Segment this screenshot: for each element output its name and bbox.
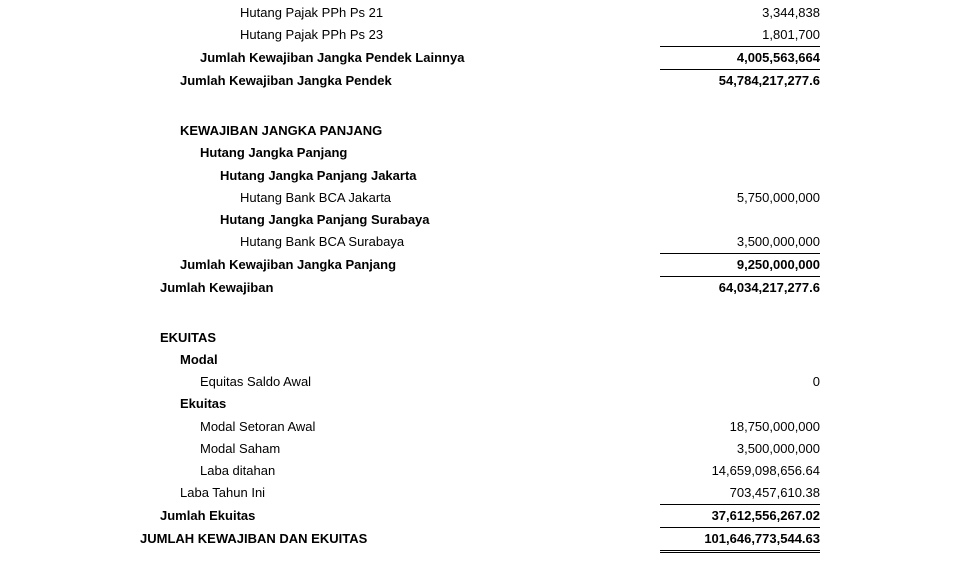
line-item: Ekuitas bbox=[140, 393, 820, 415]
line-item: Hutang Jangka Panjang Surabaya bbox=[140, 209, 820, 231]
line-item-label: EKUITAS bbox=[140, 327, 216, 349]
line-item: EKUITAS bbox=[140, 327, 820, 349]
line-item: JUMLAH KEWAJIBAN DAN EKUITAS 101,646,773,… bbox=[140, 528, 820, 553]
line-item: Modal Saham 3,500,000,000 bbox=[140, 438, 820, 460]
line-item-label: Hutang Jangka Panjang Jakarta bbox=[140, 165, 417, 187]
line-item-value: 703,457,610.38 bbox=[660, 482, 820, 505]
line-item-value: 18,750,000,000 bbox=[660, 416, 820, 438]
line-item-value: 64,034,217,277.6 bbox=[660, 277, 820, 299]
line-item-value: 9,250,000,000 bbox=[660, 254, 820, 277]
line-item-label: Hutang Bank BCA Jakarta bbox=[140, 187, 391, 209]
line-item-label: Hutang Jangka Panjang bbox=[140, 142, 347, 164]
line-item-label: Jumlah Kewajiban Jangka Panjang bbox=[140, 254, 396, 276]
line-item: Jumlah Kewajiban Jangka Pendek 54,784,217… bbox=[140, 70, 820, 92]
line-item-label: Jumlah Kewajiban Jangka Pendek bbox=[140, 70, 392, 92]
line-item-value: 3,500,000,000 bbox=[660, 231, 820, 254]
line-item: Equitas Saldo Awal 0 bbox=[140, 371, 820, 393]
line-item: Jumlah Kewajiban 64,034,217,277.6 bbox=[140, 277, 820, 299]
line-item-label: KEWAJIBAN JANGKA PANJANG bbox=[140, 120, 382, 142]
line-item: Jumlah Kewajiban Jangka Panjang 9,250,000… bbox=[140, 254, 820, 277]
line-item-value: 4,005,563,664 bbox=[660, 47, 820, 70]
line-item: KEWAJIBAN JANGKA PANJANG bbox=[140, 120, 820, 142]
line-item-label: Hutang Bank BCA Surabaya bbox=[140, 231, 404, 253]
line-item-label: Jumlah Ekuitas bbox=[140, 505, 255, 527]
line-item: Hutang Jangka Panjang Jakarta bbox=[140, 165, 820, 187]
line-item-value: 101,646,773,544.63 bbox=[660, 528, 820, 553]
line-item-label: Modal Setoran Awal bbox=[140, 416, 315, 438]
spacer bbox=[140, 299, 820, 313]
line-item: Hutang Bank BCA Jakarta 5,750,000,000 bbox=[140, 187, 820, 209]
spacer bbox=[140, 92, 820, 106]
line-item: Hutang Pajak PPh Ps 21 3,344,838 bbox=[140, 2, 820, 24]
line-item-label: Modal bbox=[140, 349, 218, 371]
line-item: Jumlah Kewajiban Jangka Pendek Lainnya 4,… bbox=[140, 47, 820, 70]
line-item: Laba ditahan 14,659,098,656.64 bbox=[140, 460, 820, 482]
line-item-label: Hutang Jangka Panjang Surabaya bbox=[140, 209, 430, 231]
line-item-value: 14,659,098,656.64 bbox=[660, 460, 820, 482]
line-item: Modal Setoran Awal 18,750,000,000 bbox=[140, 416, 820, 438]
line-item-label: Equitas Saldo Awal bbox=[140, 371, 311, 393]
line-item-value: 54,784,217,277.6 bbox=[660, 70, 820, 92]
spacer bbox=[140, 106, 820, 120]
line-item: Laba Tahun Ini 703,457,610.38 bbox=[140, 482, 820, 505]
line-item-label: Hutang Pajak PPh Ps 23 bbox=[140, 24, 383, 46]
line-item: Hutang Jangka Panjang bbox=[140, 142, 820, 164]
line-item-label: JUMLAH KEWAJIBAN DAN EKUITAS bbox=[140, 528, 367, 550]
line-item-label: Laba Tahun Ini bbox=[140, 482, 265, 504]
line-item-value: 5,750,000,000 bbox=[660, 187, 820, 209]
line-item: Modal bbox=[140, 349, 820, 371]
spacer bbox=[140, 313, 820, 327]
line-item-value: 0 bbox=[660, 371, 820, 393]
line-item-label: Modal Saham bbox=[140, 438, 280, 460]
line-item-value: 3,500,000,000 bbox=[660, 438, 820, 460]
line-item: Hutang Pajak PPh Ps 23 1,801,700 bbox=[140, 24, 820, 47]
line-item: Jumlah Ekuitas 37,612,556,267.02 bbox=[140, 505, 820, 528]
line-item-label: Jumlah Kewajiban Jangka Pendek Lainnya bbox=[140, 47, 464, 69]
balance-sheet-section: Hutang Pajak PPh Ps 213,344,838Hutang Pa… bbox=[140, 2, 820, 553]
line-item-value: 37,612,556,267.02 bbox=[660, 505, 820, 528]
line-item-value: 3,344,838 bbox=[660, 2, 820, 24]
line-item-label: Laba ditahan bbox=[140, 460, 275, 482]
line-item-label: Ekuitas bbox=[140, 393, 226, 415]
line-item: Hutang Bank BCA Surabaya 3,500,000,000 bbox=[140, 231, 820, 254]
line-item-label: Jumlah Kewajiban bbox=[140, 277, 273, 299]
line-item-value: 1,801,700 bbox=[660, 24, 820, 47]
line-item-label: Hutang Pajak PPh Ps 21 bbox=[140, 2, 383, 24]
